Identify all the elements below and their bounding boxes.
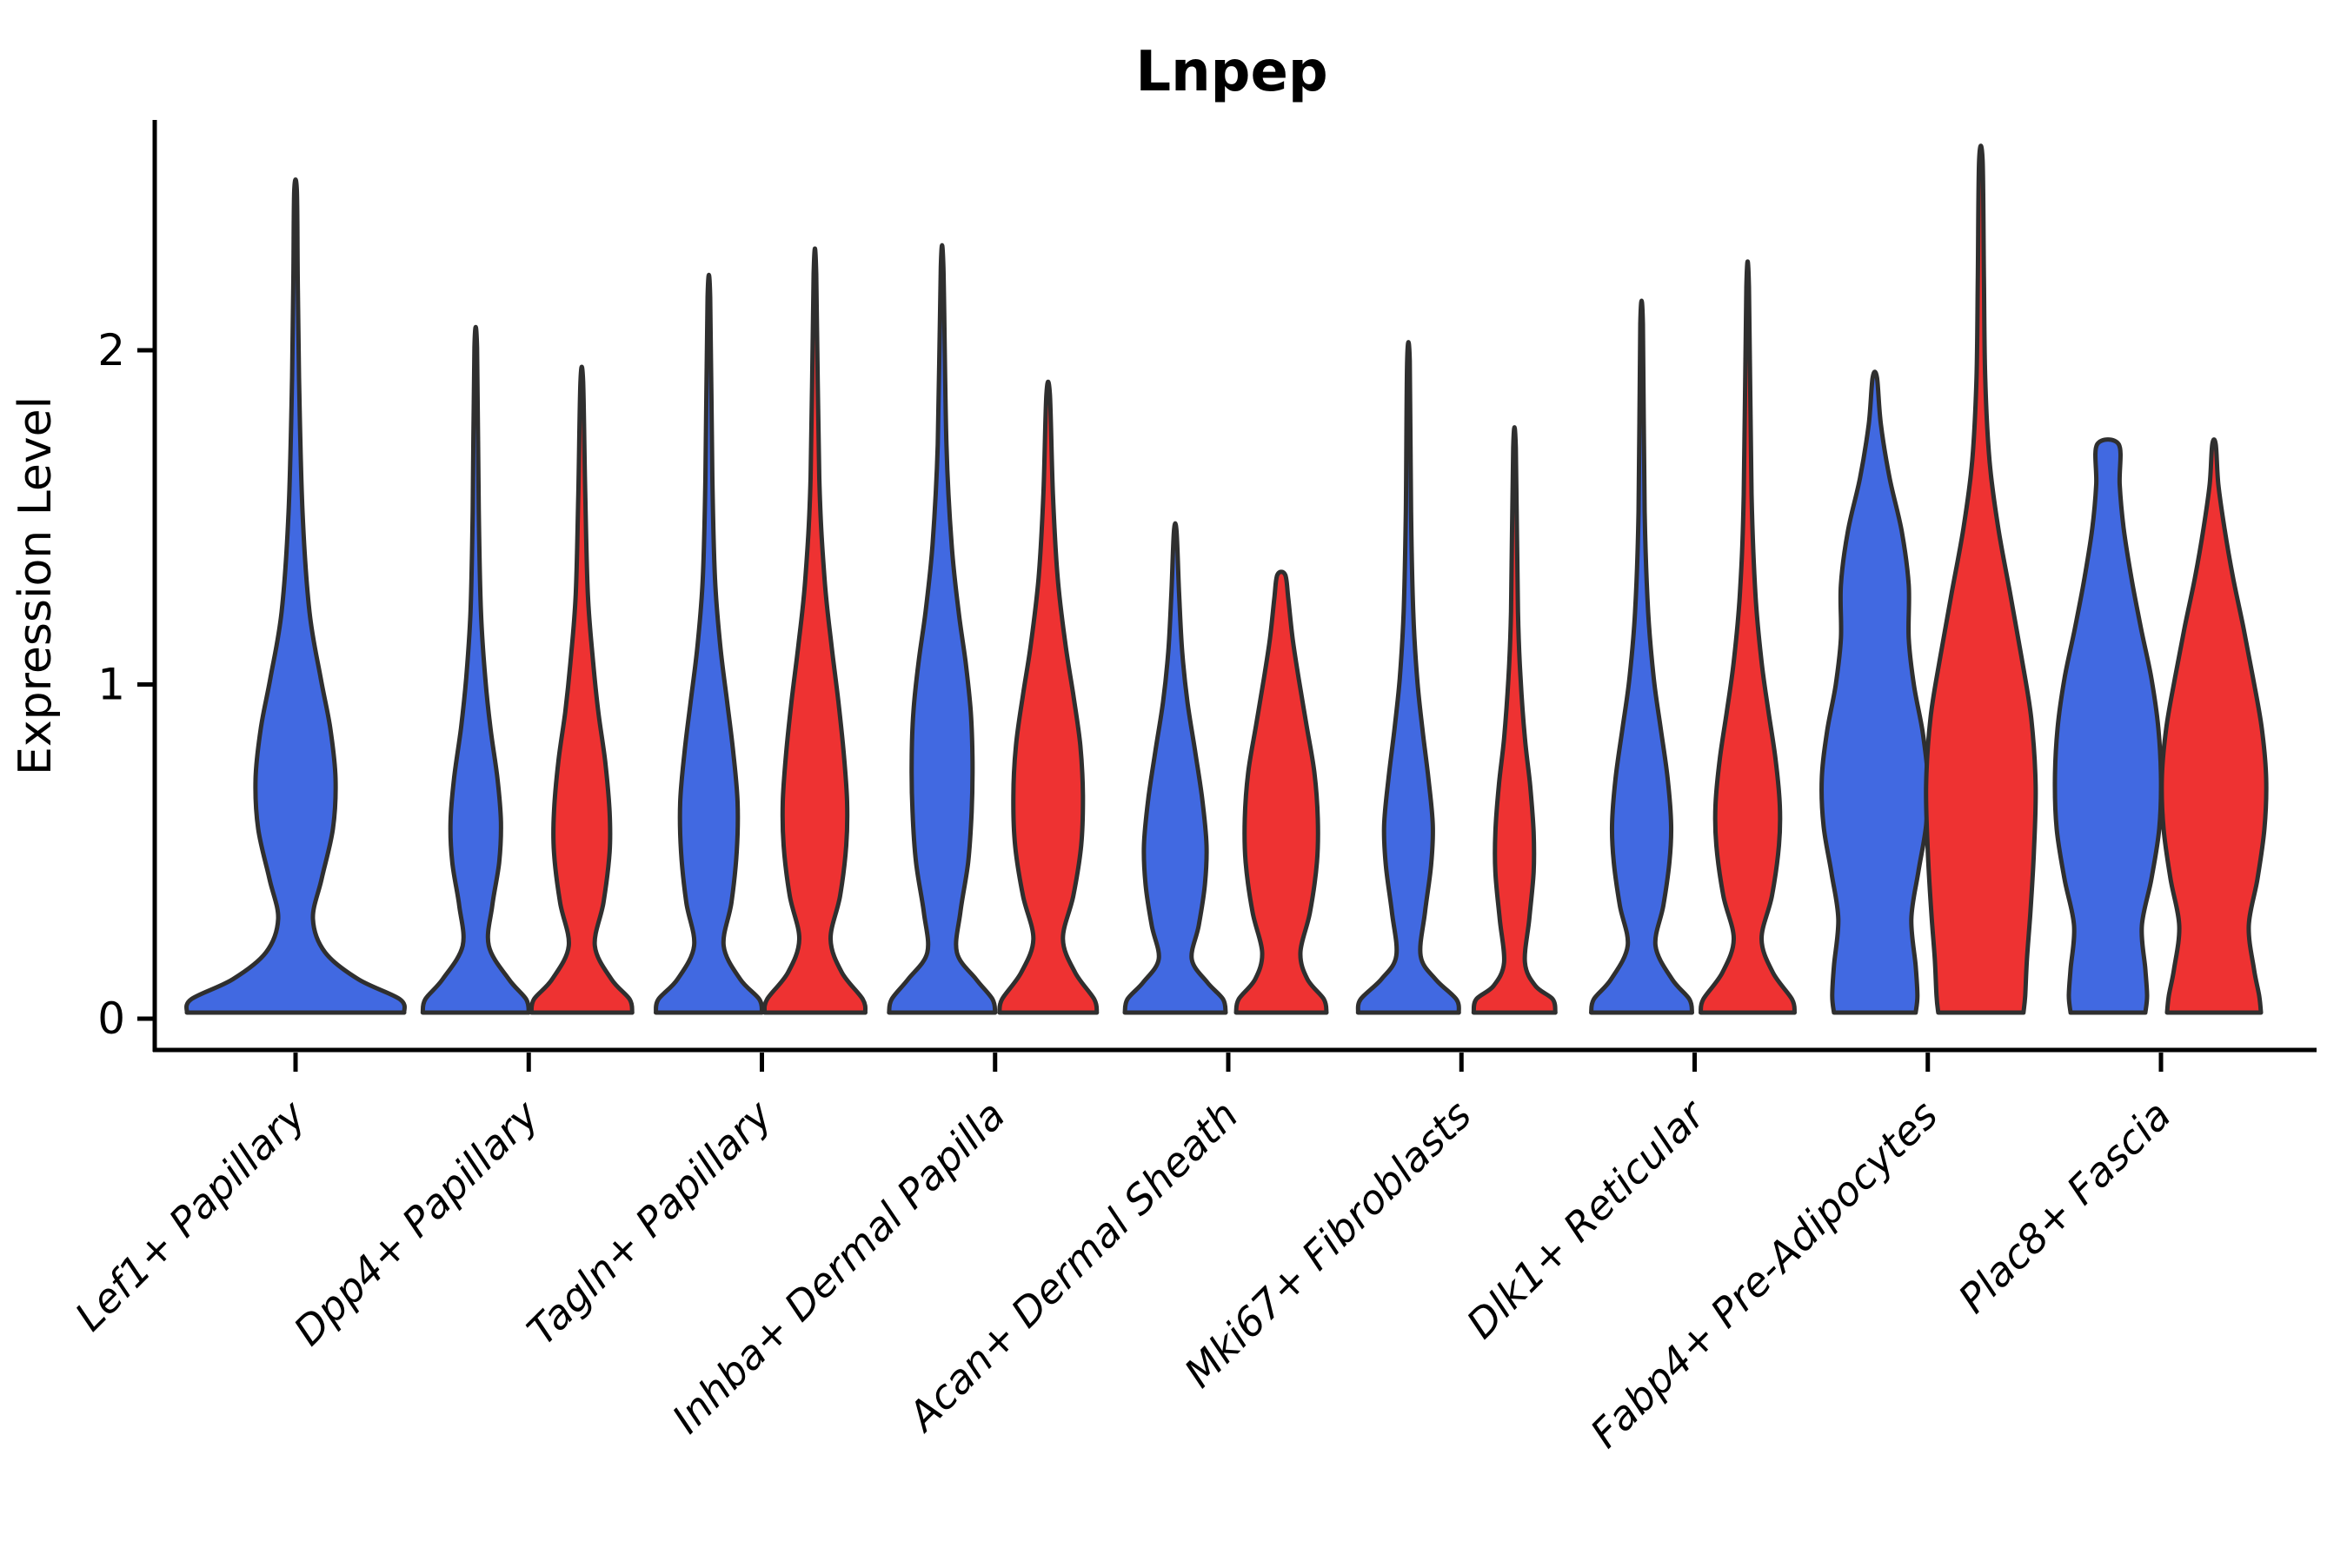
violin-tagln-papillary-red	[761, 246, 868, 1015]
violin-lef1-papillary-blue	[184, 177, 407, 1015]
y-tick-label: 2	[97, 325, 125, 375]
x-tick-label: Plac8+ Fascia	[1949, 1092, 2179, 1322]
x-tick-label: Tagln+ Papillary	[518, 1091, 781, 1354]
y-tick-label: 0	[97, 993, 125, 1044]
violin-dpp4-papillary-red	[529, 364, 635, 1015]
axes: 0 1 2	[97, 120, 2317, 1072]
violin-fabp4-pre-adipocytes-blue	[1819, 369, 1931, 1015]
violin-fabp4-pre-adipocytes-red	[1924, 143, 2038, 1015]
violin-dlk1-reticular-blue	[1589, 298, 1694, 1015]
violin-tagln-papillary-blue	[654, 273, 764, 1015]
x-tick-label: Lef1+ Papillary	[66, 1091, 315, 1339]
violin-dlk1-reticular-red	[1699, 259, 1797, 1015]
violin-mki67-fibroblasts-red	[1471, 425, 1558, 1015]
violins-group	[184, 143, 2269, 1015]
y-axis-label: Expression Level	[10, 396, 62, 775]
violin-inhba-dermal-papilla-blue	[887, 243, 998, 1015]
x-tick-label: Dpp4+ Papillary	[284, 1091, 548, 1354]
violin-acan-dermal-sheath-blue	[1122, 521, 1228, 1015]
x-tick-label: Dlk1+ Reticular	[1458, 1089, 1716, 1347]
plot-title: Lnpep	[1135, 40, 1327, 104]
y-tick-label: 1	[97, 660, 125, 710]
violin-mki67-fibroblasts-blue	[1355, 340, 1461, 1015]
violin-acan-dermal-sheath-red	[1233, 569, 1329, 1015]
violin-plac8-fascia-red	[2159, 437, 2269, 1015]
violin-plac8-fascia-blue	[2052, 437, 2164, 1015]
violin-dpp4-papillary-blue	[420, 325, 531, 1015]
violin-inhba-dermal-papilla-red	[997, 379, 1100, 1015]
